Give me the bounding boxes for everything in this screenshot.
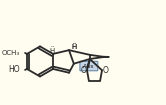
Text: Ḧ: Ḧ: [49, 47, 55, 54]
Text: Ḧ: Ḧ: [71, 44, 76, 50]
Text: Ḧ: Ḧ: [71, 44, 76, 50]
Text: OCH₃: OCH₃: [1, 50, 19, 56]
Text: Abs: Abs: [83, 64, 95, 69]
FancyBboxPatch shape: [80, 61, 98, 71]
Text: O: O: [103, 66, 109, 75]
Text: HO: HO: [8, 65, 19, 74]
Text: O: O: [80, 66, 86, 75]
